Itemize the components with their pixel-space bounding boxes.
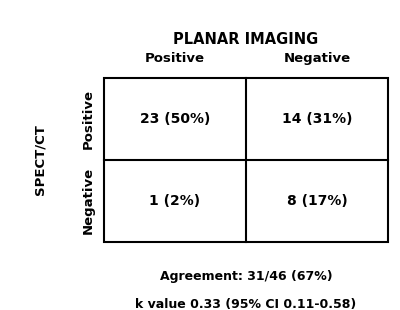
Text: SPECT/CT: SPECT/CT <box>34 124 46 195</box>
Text: Positive: Positive <box>145 52 205 65</box>
Text: Negative: Negative <box>284 52 350 65</box>
Text: k value 0.33 (95% CI 0.11-0.58): k value 0.33 (95% CI 0.11-0.58) <box>135 298 357 310</box>
Text: 8 (17%): 8 (17%) <box>287 194 347 208</box>
Text: 14 (31%): 14 (31%) <box>282 112 352 126</box>
Text: Positive: Positive <box>82 89 94 148</box>
Text: 1 (2%): 1 (2%) <box>150 194 200 208</box>
Text: Agreement: 31/46 (67%): Agreement: 31/46 (67%) <box>160 270 332 283</box>
Text: Negative: Negative <box>82 167 94 234</box>
Text: PLANAR IMAGING: PLANAR IMAGING <box>173 32 319 46</box>
Text: 23 (50%): 23 (50%) <box>140 112 210 126</box>
